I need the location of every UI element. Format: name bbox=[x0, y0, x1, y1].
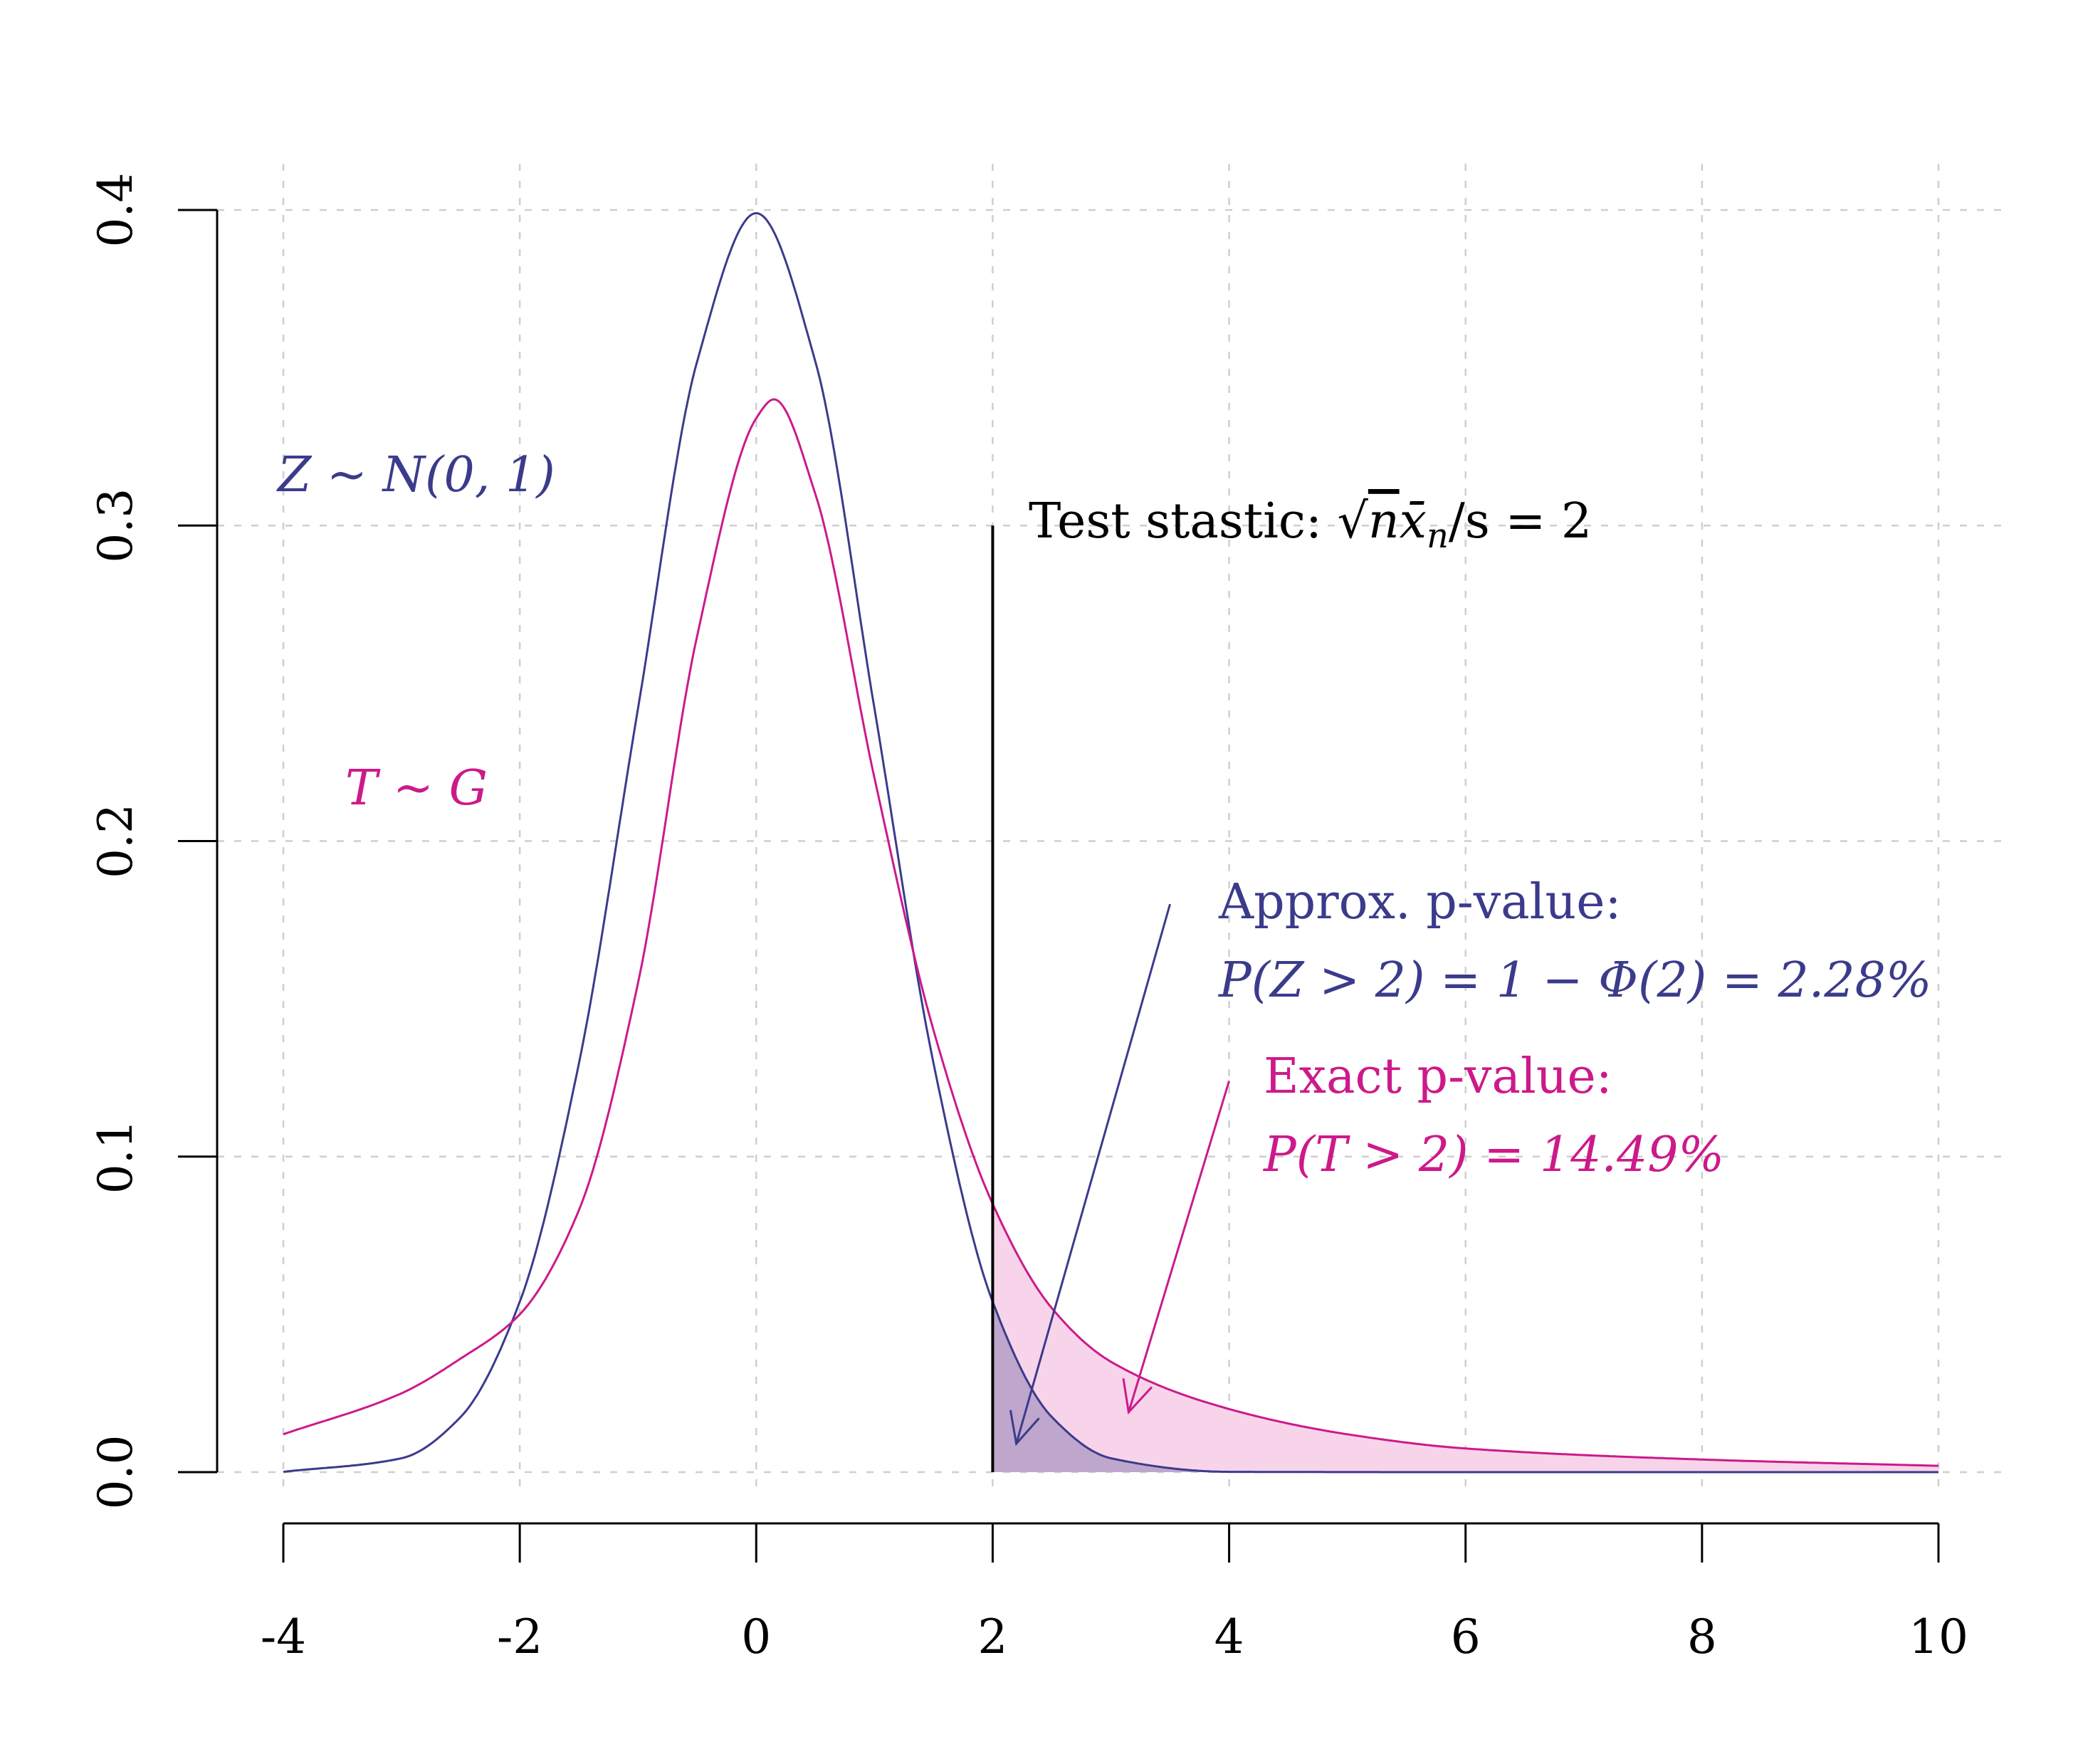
x-tick-label: 0 bbox=[741, 1610, 771, 1664]
x-tick-label: -2 bbox=[497, 1610, 542, 1664]
curves bbox=[283, 211, 1939, 1474]
x-tick-label: 4 bbox=[1214, 1610, 1244, 1664]
test-stat-label: Test stastic: √nx̄n/s = 2 bbox=[1029, 493, 1592, 556]
x-tick-label: 10 bbox=[1909, 1610, 1968, 1664]
y-tick-label: 0.3 bbox=[88, 488, 143, 563]
x-tick-label: -4 bbox=[261, 1610, 306, 1664]
tail-fills bbox=[992, 1204, 1938, 1472]
normal-arrow-head bbox=[1009, 1409, 1040, 1447]
x-tick-label: 6 bbox=[1451, 1610, 1481, 1664]
y-tick-label: 0.1 bbox=[88, 1119, 143, 1194]
test-stat-xbar: x̄ bbox=[1400, 493, 1427, 550]
approx-pvalue-formula: P(Z > 2) = 1 − Φ(2) = 2.28% bbox=[1217, 952, 1932, 1009]
test-stat-prefix: Test stastic: bbox=[1029, 493, 1338, 550]
x-tick-label: 2 bbox=[977, 1610, 1007, 1664]
sqrt-symbol: √ bbox=[1338, 493, 1369, 550]
exact-arrow-head bbox=[1122, 1378, 1153, 1415]
approx-pvalue-label: Approx. p-value: bbox=[1218, 874, 1621, 930]
y-tick-label: 0.2 bbox=[88, 804, 143, 878]
test-stat-sub: n bbox=[1427, 516, 1449, 556]
test-stat-tail: /s = 2 bbox=[1449, 493, 1592, 550]
axes: -4 -2 0 2 4 6 8 10 0.0 0.1 0.2 0.3 0.4 bbox=[88, 173, 1968, 1664]
exact-density-curve bbox=[283, 398, 1939, 1467]
normal-density-curve bbox=[283, 211, 1938, 1474]
exact-pvalue-label: Exact p-value: bbox=[1264, 1049, 1612, 1105]
normal-tail-fill bbox=[992, 1301, 1938, 1472]
y-tick-label: 0.0 bbox=[88, 1435, 143, 1510]
exact-pvalue-formula: P(T > 2) = 14.49% bbox=[1262, 1127, 1724, 1183]
exact-arrow-line bbox=[1127, 1080, 1231, 1413]
z-dist-label: Z ~ N(0, 1) bbox=[276, 447, 555, 503]
test-stat-n: n bbox=[1368, 493, 1400, 550]
normal-arrow-line bbox=[1015, 903, 1171, 1444]
exact-tail-fill bbox=[992, 1204, 1938, 1472]
x-tick-label: 8 bbox=[1687, 1610, 1717, 1664]
t-dist-label: T ~ G bbox=[345, 760, 488, 817]
grid bbox=[217, 164, 2004, 1488]
annotations: Z ~ N(0, 1) T ~ G Test stastic: √nx̄n/s … bbox=[276, 447, 1932, 1183]
y-tick-label: 0.4 bbox=[88, 173, 143, 248]
arrows bbox=[1009, 903, 1231, 1447]
